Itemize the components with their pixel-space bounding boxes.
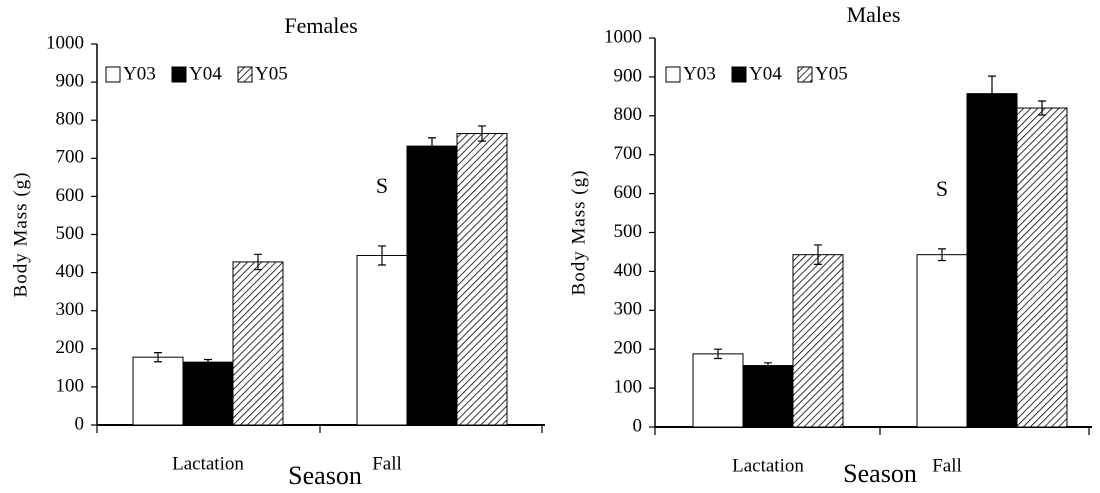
y-tick-label: 200: [56, 337, 85, 358]
y-axis-label: Body Mass (g): [568, 170, 589, 296]
x-tick-label: Fall: [372, 453, 402, 474]
legend-swatch: [731, 66, 747, 83]
y-tick-label: 800: [614, 104, 643, 125]
y-tick-label: 900: [614, 65, 643, 86]
y-tick-label: 600: [614, 182, 643, 203]
bar: [966, 93, 1018, 428]
y-tick-label: 700: [614, 143, 643, 164]
y-tick-label: 500: [56, 223, 85, 244]
chart-title: Males: [847, 2, 901, 27]
x-tick-label: Lactation: [732, 455, 804, 476]
legend-label: Y03: [123, 63, 156, 84]
legend-swatch: [797, 66, 813, 83]
legend-swatch: [665, 66, 681, 83]
legend-label: Y03: [683, 63, 716, 84]
y-tick-label: 200: [614, 338, 643, 359]
bar: [182, 361, 234, 426]
y-tick-label: 1000: [604, 26, 642, 47]
legend-label: Y04: [749, 63, 782, 84]
x-tick-label: Fall: [932, 455, 962, 476]
legend-label: Y05: [255, 63, 288, 84]
annotation: S: [376, 173, 388, 198]
y-tick-label: 700: [56, 147, 85, 168]
error-bar: [378, 245, 386, 266]
bar: [232, 261, 284, 426]
error-bar: [428, 137, 436, 156]
legend-label: Y05: [815, 63, 848, 84]
bar: [456, 133, 508, 426]
y-tick-label: 400: [614, 260, 643, 281]
chart-title: Females: [284, 13, 357, 38]
annotation: S: [936, 176, 948, 201]
error-bar: [814, 244, 822, 265]
error-bar: [154, 352, 162, 363]
legend-swatch: [105, 66, 121, 83]
error-bar: [938, 248, 946, 262]
error-bar: [988, 75, 996, 112]
bar: [792, 254, 844, 428]
error-bar: [714, 348, 722, 360]
y-axis-label: Body Mass (g): [10, 172, 31, 298]
error-bar: [478, 125, 486, 142]
legend-label: Y04: [189, 63, 222, 84]
y-tick-label: 0: [633, 415, 643, 436]
x-axis-label: Season: [288, 461, 362, 490]
y-tick-label: 800: [56, 109, 85, 130]
y-tick-label: 900: [56, 70, 85, 91]
x-axis-label: Season: [843, 459, 917, 488]
bar: [406, 145, 458, 426]
y-tick-label: 100: [56, 375, 85, 396]
legend-swatch: [171, 66, 187, 83]
legend-swatch: [237, 66, 253, 83]
error-bar: [764, 362, 772, 369]
error-bar: [1038, 100, 1046, 116]
x-tick-label: Lactation: [172, 453, 244, 474]
bar: [132, 356, 184, 426]
y-tick-label: 300: [56, 299, 85, 320]
bar: [742, 365, 794, 428]
bar: [916, 254, 968, 428]
y-tick-label: 400: [56, 261, 85, 282]
y-tick-label: 500: [614, 221, 643, 242]
bar: [1016, 107, 1068, 428]
error-bar: [254, 253, 262, 271]
error-bar: [204, 358, 212, 366]
y-tick-label: 0: [75, 413, 85, 434]
y-tick-label: 300: [614, 299, 643, 320]
bar: [356, 254, 408, 426]
y-tick-label: 600: [56, 185, 85, 206]
y-tick-label: 100: [614, 376, 643, 397]
y-tick-label: 1000: [46, 32, 84, 53]
bar: [692, 353, 744, 428]
